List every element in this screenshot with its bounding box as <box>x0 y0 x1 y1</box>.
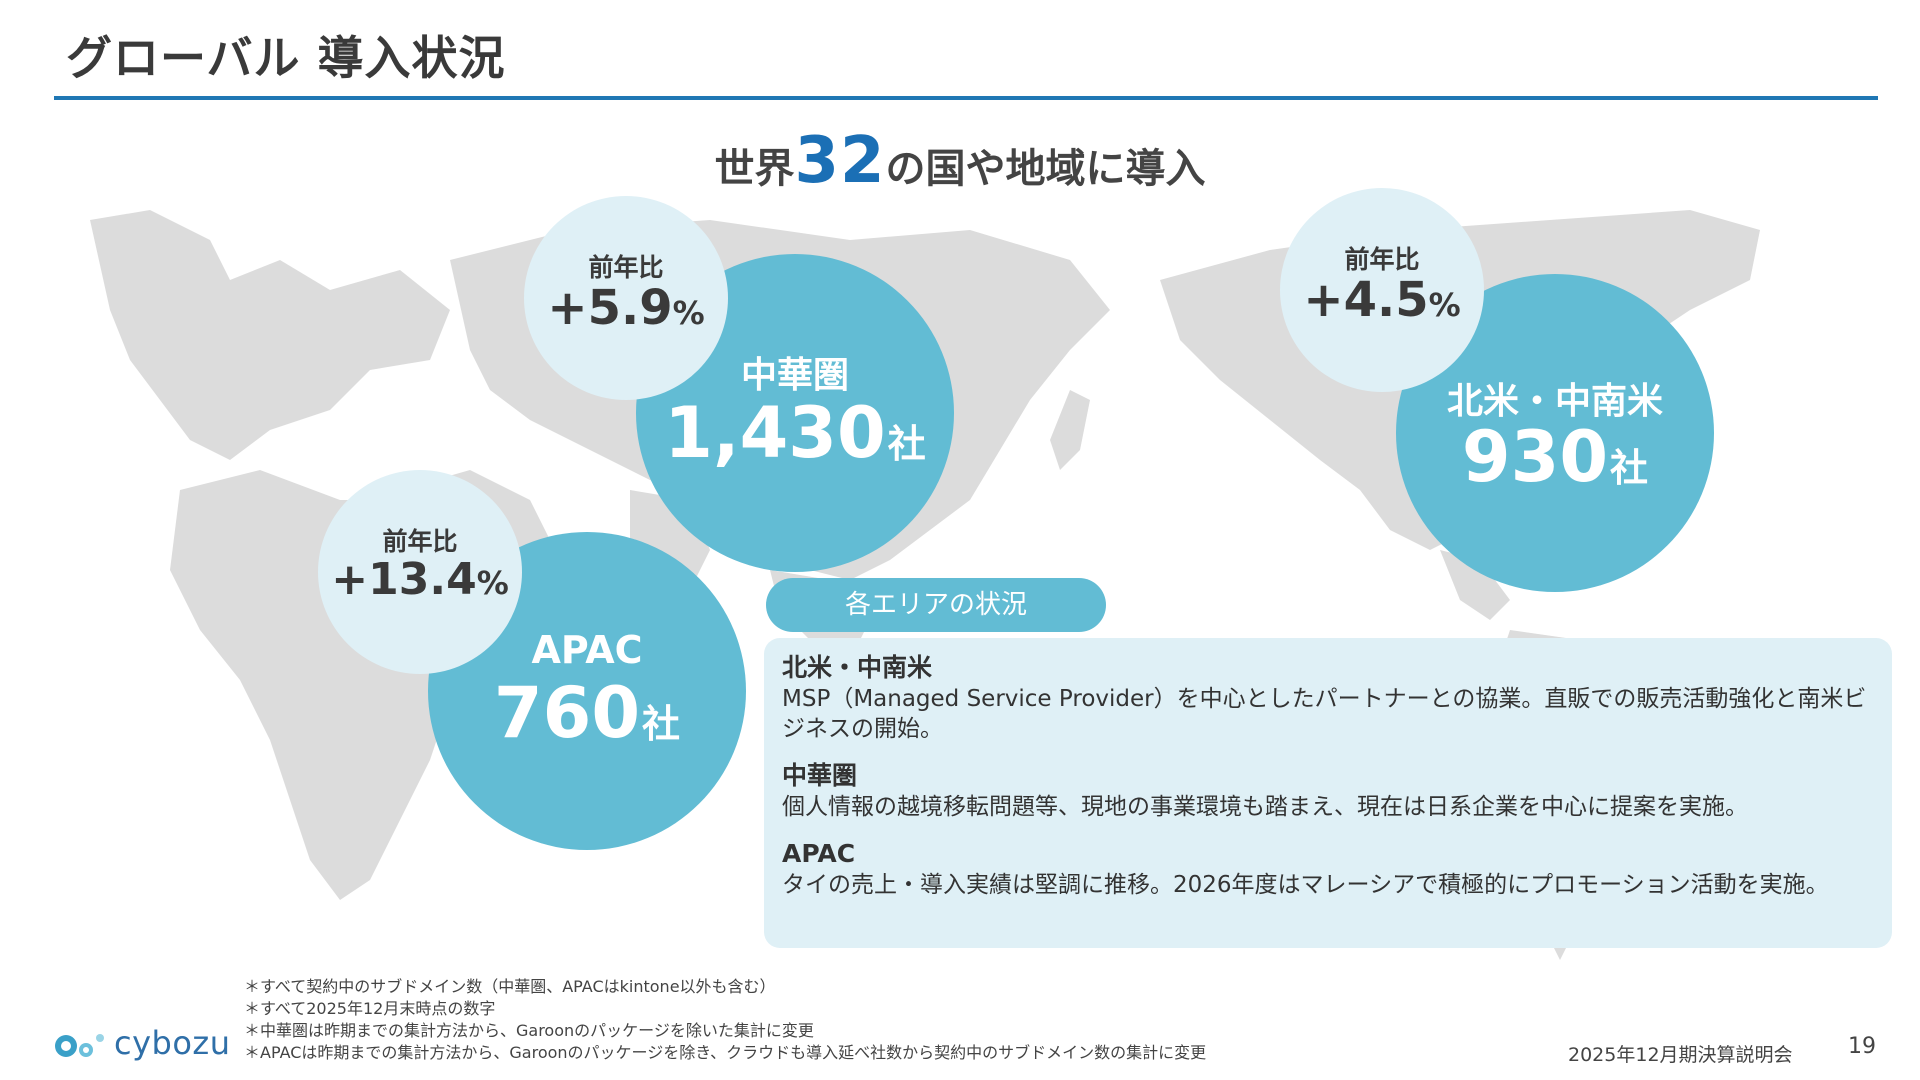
status-box: 北米・中南米 MSP（Managed Service Provider）を中心と… <box>764 638 1892 948</box>
cybozu-logo-icon <box>55 1034 104 1057</box>
map-japan <box>1050 390 1090 470</box>
map-europe <box>90 210 450 460</box>
americas-label: 北米・中南米 <box>1446 381 1663 422</box>
apac-yoy-number: 13.4 <box>368 554 477 605</box>
china-yoy-sign: + <box>547 280 588 336</box>
china-yoy-label: 前年比 <box>588 253 664 282</box>
china-yoy-pct: % <box>672 294 705 332</box>
americas-yoy-label: 前年比 <box>1344 245 1420 274</box>
status-heading: 中華圏 <box>782 761 858 790</box>
apac-yoy-value: +13.4% <box>318 554 522 605</box>
footnote: ＊すべて2025年12月末時点の数字 <box>244 999 496 1018</box>
china-label: 中華圏 <box>740 355 849 396</box>
page-title: グローバル 導入状況 <box>66 31 506 85</box>
map-central-america <box>1440 550 1510 620</box>
americas-yoy-pct: % <box>1428 286 1461 324</box>
apac-yoy-sign: + <box>331 554 369 605</box>
footnote: ＊中華圏は昨期までの集計方法から、Garoonのパッケージを除いた集計に変更 <box>244 1021 814 1040</box>
china-yoy-number: 5.9 <box>587 280 673 336</box>
headline-prefix: 世界 <box>714 146 795 192</box>
china-yoy-value: +5.9% <box>524 280 728 336</box>
status-heading: 北米・中南米 <box>782 653 933 682</box>
title-divider <box>54 96 1878 100</box>
status-heading: APAC <box>782 839 856 868</box>
footer-event: 2025年12月期決算説明会 <box>1568 1044 1793 1066</box>
headline-suffix: の国や地域に導入 <box>885 146 1206 192</box>
americas-count-unit: 社 <box>1610 446 1649 490</box>
americas-yoy-circle: 前年比 +4.5% <box>1280 188 1484 392</box>
cybozu-logo-text: cybozu <box>114 1024 231 1062</box>
headline: 世界32の国や地域に導入 <box>0 124 1920 198</box>
americas-yoy-sign: + <box>1303 272 1344 328</box>
china-count-unit: 社 <box>887 422 926 466</box>
apac-label: APAC <box>531 628 643 672</box>
apac-count-unit: 社 <box>642 702 681 746</box>
footnote: ＊すべて契約中のサブドメイン数（中華圏、APACはkintone以外も含む） <box>244 977 776 996</box>
americas-yoy-number: 4.5 <box>1343 272 1429 328</box>
americas-count: 930社 <box>1396 416 1714 498</box>
headline-number: 32 <box>794 124 886 198</box>
americas-count-number: 930 <box>1461 416 1609 498</box>
apac-count: 760社 <box>428 672 746 754</box>
footnote: ＊APACは昨期までの集計方法から、Garoonのパッケージを除き、クラウドも導… <box>244 1043 1207 1062</box>
apac-yoy-circle: 前年比 +13.4% <box>318 470 522 674</box>
status-body: 個人情報の越境移転問題等、現地の事業環境も踏まえ、現在は日系企業を中心に提案を実… <box>782 794 1748 820</box>
status-body: タイの売上・導入実績は堅調に推移。2026年度はマレーシアで積極的にプロモーショ… <box>782 872 1829 898</box>
china-count: 1,430社 <box>636 392 954 474</box>
apac-yoy-label: 前年比 <box>382 527 458 556</box>
page-number: 19 <box>1848 1034 1876 1059</box>
americas-yoy-value: +4.5% <box>1280 272 1484 328</box>
china-yoy-circle: 前年比 +5.9% <box>524 196 728 400</box>
china-count-number: 1,430 <box>664 392 886 474</box>
status-pill-label: 各エリアの状況 <box>766 578 1106 632</box>
status-item-apac: APAC タイの売上・導入実績は堅調に推移。2026年度はマレーシアで積極的にプ… <box>782 838 1874 900</box>
apac-yoy-pct: % <box>476 564 509 602</box>
status-body: MSP（Managed Service Provider）を中心としたパートナー… <box>782 686 1867 742</box>
footnotes: ＊すべて契約中のサブドメイン数（中華圏、APACはkintone以外も含む） ＊… <box>244 976 1206 1064</box>
status-item-americas: 北米・中南米 MSP（Managed Service Provider）を中心と… <box>782 652 1874 744</box>
apac-count-number: 760 <box>493 672 641 754</box>
status-item-china: 中華圏 個人情報の越境移転問題等、現地の事業環境も踏まえ、現在は日系企業を中心に… <box>782 760 1874 822</box>
